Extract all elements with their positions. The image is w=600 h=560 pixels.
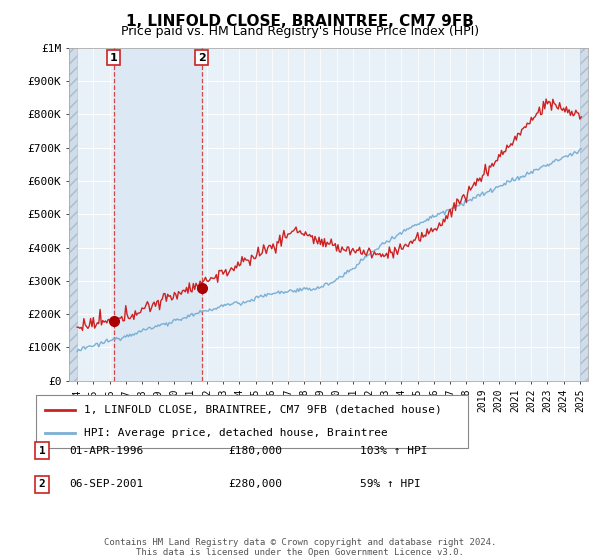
Bar xyxy=(580,48,588,381)
Text: 103% ↑ HPI: 103% ↑ HPI xyxy=(360,446,427,456)
Text: 1: 1 xyxy=(38,446,46,456)
Text: £180,000: £180,000 xyxy=(228,446,282,456)
Text: 1, LINFOLD CLOSE, BRAINTREE, CM7 9FB (detached house): 1, LINFOLD CLOSE, BRAINTREE, CM7 9FB (de… xyxy=(83,405,441,415)
Text: 01-APR-1996: 01-APR-1996 xyxy=(69,446,143,456)
Text: 1: 1 xyxy=(110,53,118,63)
Text: £280,000: £280,000 xyxy=(228,479,282,489)
Text: 59% ↑ HPI: 59% ↑ HPI xyxy=(360,479,421,489)
FancyBboxPatch shape xyxy=(36,395,468,448)
Bar xyxy=(69,48,77,381)
Bar xyxy=(113,48,202,381)
Text: 06-SEP-2001: 06-SEP-2001 xyxy=(69,479,143,489)
Text: HPI: Average price, detached house, Braintree: HPI: Average price, detached house, Brai… xyxy=(83,428,387,438)
Text: Contains HM Land Registry data © Crown copyright and database right 2024.
This d: Contains HM Land Registry data © Crown c… xyxy=(104,538,496,557)
Text: 2: 2 xyxy=(38,479,46,489)
Text: 2: 2 xyxy=(197,53,205,63)
Text: Price paid vs. HM Land Registry's House Price Index (HPI): Price paid vs. HM Land Registry's House … xyxy=(121,25,479,38)
Text: 1, LINFOLD CLOSE, BRAINTREE, CM7 9FB: 1, LINFOLD CLOSE, BRAINTREE, CM7 9FB xyxy=(126,14,474,29)
